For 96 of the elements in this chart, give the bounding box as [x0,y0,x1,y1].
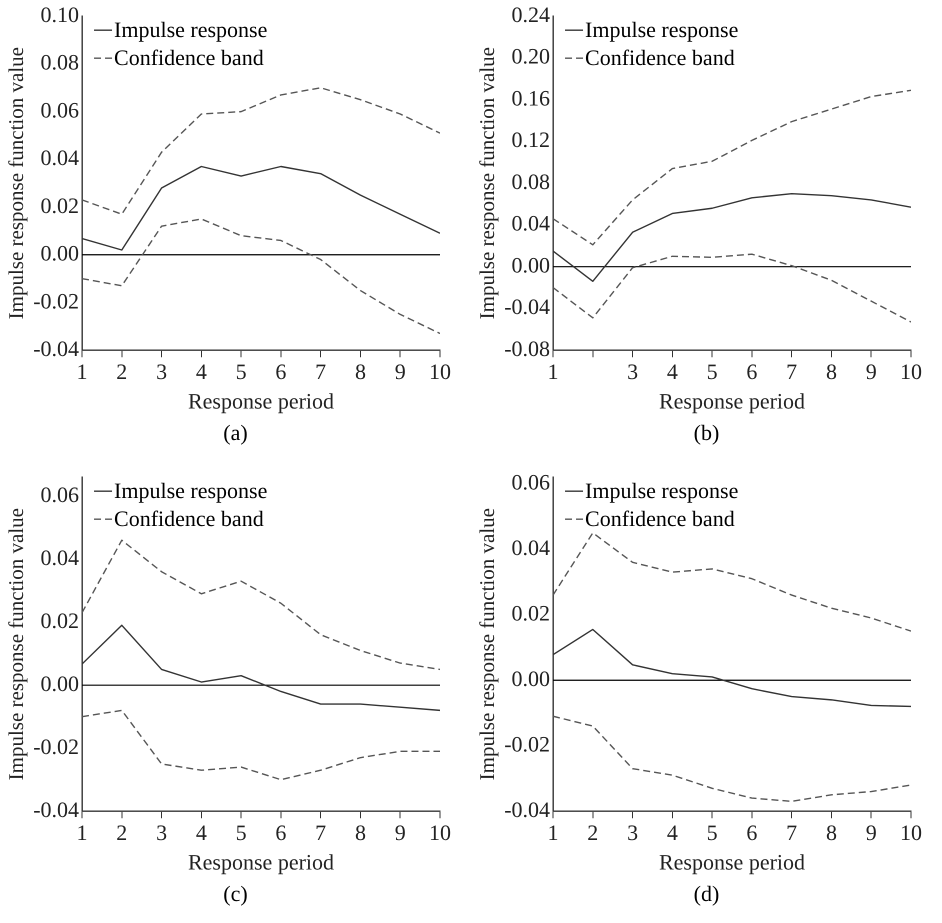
x-tick-label: 5 [706,359,718,384]
y-tick-label: -0.08 [504,336,550,361]
y-tick-label: -0.04 [33,336,80,361]
y-tick-label: 0.04 [512,535,550,560]
line-series [82,218,440,334]
y-tick-label: 0.10 [40,2,80,27]
y-tick-label: -0.02 [33,288,80,314]
legend-label: Confidence band [585,44,735,70]
line-series [553,532,911,632]
x-tick-label: 9 [866,359,877,384]
text: (a) [223,420,248,446]
x-tick-label: 5 [236,359,247,384]
x-tick-label: 3 [156,820,168,846]
x-tick-label: 5 [706,820,718,846]
y-tick-label: 0.06 [40,482,80,507]
x-tick-label: 4 [666,359,678,384]
x-tick-label: 1 [548,359,559,384]
x-tick-label: 8 [826,820,837,846]
legend-label: Impulse response [585,478,738,503]
x-tick-label: 10 [900,359,922,384]
x-tick-label: 5 [236,820,247,846]
x-tick-label: 6 [275,820,286,846]
y-axis-title: Impulse response function value [4,508,28,780]
x-axis-title: Response period [658,388,806,414]
x-tick-label: 10 [900,820,922,846]
y-tick-label: 0.16 [512,85,550,110]
y-tick-label: 0.12 [512,127,550,152]
y-tick-label: -0.02 [504,731,550,756]
x-tick-label: 4 [196,359,207,384]
x-tick-label: 7 [315,820,326,846]
legend-label: Confidence band [114,44,264,70]
x-axis-title: Response period [188,850,334,875]
x-tick-label: 4 [196,820,207,846]
text: (c) [223,881,248,907]
x-axis-title: Response period [188,388,334,414]
text: (b) [694,420,720,446]
y-tick-label: 0.20 [512,44,550,69]
x-tick-label: 10 [429,820,451,846]
x-tick-label: 7 [786,359,798,384]
x-tick-label: 1 [76,820,88,846]
y-tick-label: 0.02 [512,600,550,626]
y-tick-label: 0.04 [40,544,80,570]
x-tick-label: 2 [116,359,128,384]
x-tick-label: 1 [548,820,559,846]
y-tick-label: 0.06 [40,97,80,122]
x-tick-label: 7 [315,359,326,384]
line-series [82,87,440,215]
x-tick-label: 3 [627,359,638,384]
x-tick-label: 2 [587,820,598,846]
x-tick-label: 4 [666,820,678,846]
line-series [553,253,911,323]
line-series [82,710,440,780]
legend-label: Confidence band [114,506,264,531]
x-tick-label: 6 [275,359,286,384]
y-tick-label: 0.06 [512,470,550,495]
x-tick-label: 8 [354,820,366,846]
y-tick-label: 0.08 [512,168,550,194]
y-tick-label: 0.02 [40,192,80,218]
x-tick-label: 3 [156,359,168,384]
y-tick-label: 0.00 [40,670,80,696]
y-tick-label: 0.24 [512,2,550,27]
y-tick-label: 0.02 [40,608,80,633]
legend-label: Impulse response [114,478,268,503]
line-series [82,540,440,670]
legend-label: Confidence band [585,506,735,531]
y-axis-title: Impulse response function value [475,508,500,780]
y-tick-label: -0.04 [504,796,550,822]
x-tick-label: 9 [866,820,877,846]
x-tick-label: 9 [394,359,406,384]
x-tick-label: 6 [746,359,758,384]
y-tick-label: 0.00 [512,252,550,278]
x-tick-label: 10 [429,359,451,384]
line-series [553,90,911,246]
y-tick-label: -0.04 [504,294,550,320]
x-tick-label: 2 [116,820,128,846]
y-axis-title: Impulse response function value [4,47,28,320]
x-axis-title: Response period [658,850,806,875]
x-tick-label: 8 [354,359,366,384]
line-series [553,716,911,802]
x-tick-label: 8 [826,359,837,384]
y-tick-label: -0.04 [33,796,80,822]
x-tick-label: 9 [394,820,406,846]
y-tick-label: 0.04 [512,210,550,236]
x-tick-label: 1 [76,359,88,384]
y-tick-label: 0.00 [40,240,80,266]
legend-label: Impulse response [585,16,738,42]
y-tick-label: 0.00 [512,666,550,691]
text: (d) [694,881,720,907]
y-tick-label: 0.08 [40,50,80,75]
x-tick-label: 7 [786,820,798,846]
x-tick-label: 6 [746,820,758,846]
y-axis-title: Impulse response function value [475,47,500,320]
x-tick-label: 3 [627,820,638,846]
legend-label: Impulse response [114,16,268,42]
y-tick-label: -0.02 [33,734,80,759]
y-tick-label: 0.04 [40,145,80,170]
